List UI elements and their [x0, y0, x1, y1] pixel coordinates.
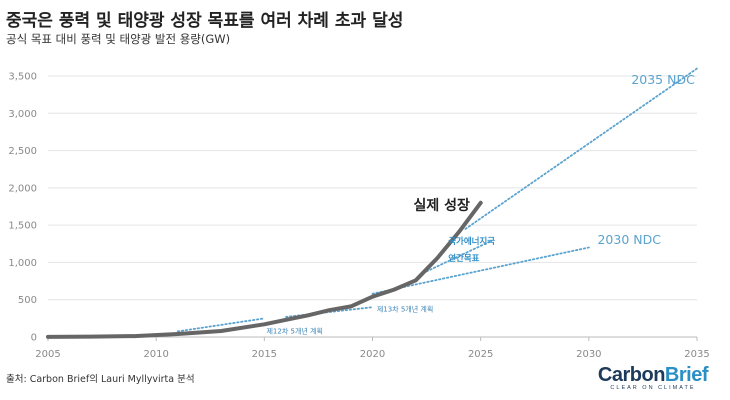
x-tick-label: 2030 — [576, 349, 601, 360]
target-line — [176, 317, 266, 333]
y-tick-label: 0 — [31, 333, 37, 344]
label-nea-2: 연간목표 — [448, 253, 479, 264]
label-actual: 실제 성장 — [413, 197, 470, 214]
logo-part2: Brief — [664, 364, 709, 386]
label-nea-1: 국가에너지국 — [448, 236, 495, 247]
x-tick-label: 2010 — [143, 349, 168, 360]
x-tick-label: 2005 — [35, 349, 60, 360]
carbonbrief-logo: CarbonBrief CLEAR ON CLIMATE — [597, 364, 709, 391]
y-tick-label: 500 — [18, 295, 37, 306]
label-plan-13: 제13차 5개년 계획 — [377, 305, 433, 314]
actual-growth-line — [46, 200, 483, 339]
y-tick-label: 2,000 — [8, 183, 37, 194]
label-2035-ndc: 2035 NDC — [631, 72, 695, 87]
y-tick-label: 1,000 — [8, 258, 37, 269]
target-line — [371, 246, 590, 295]
x-tick-label: 2035 — [684, 349, 709, 360]
x-tick-label: 2015 — [252, 349, 277, 360]
y-tick-label: 2,500 — [8, 146, 37, 157]
target-line — [464, 67, 698, 230]
chart-title: 중국은 풍력 및 태양광 성장 목표를 여러 차례 초과 달성 — [6, 11, 404, 31]
logo-part1: Carbon — [597, 364, 666, 386]
target-line — [425, 239, 493, 273]
logo-tagline: CLEAR ON CLIMATE — [610, 385, 696, 391]
source-note: 출처: Carbon Brief의 Lauri Myllyvirta 분석 — [6, 374, 195, 385]
x-tick-label: 2020 — [360, 349, 385, 360]
y-tick-label: 3,500 — [8, 72, 37, 83]
label-2030-ndc: 2030 NDC — [597, 232, 661, 247]
y-tick-label: 3,000 — [8, 109, 37, 120]
label-plan-12: 제12차 5개년 계획 — [266, 327, 322, 336]
chart-subtitle: 공식 목표 대비 풍력 및 태양광 발전 용량(GW) — [6, 32, 231, 46]
x-tick-label: 2025 — [468, 349, 493, 360]
y-tick-label: 1,500 — [8, 221, 37, 232]
